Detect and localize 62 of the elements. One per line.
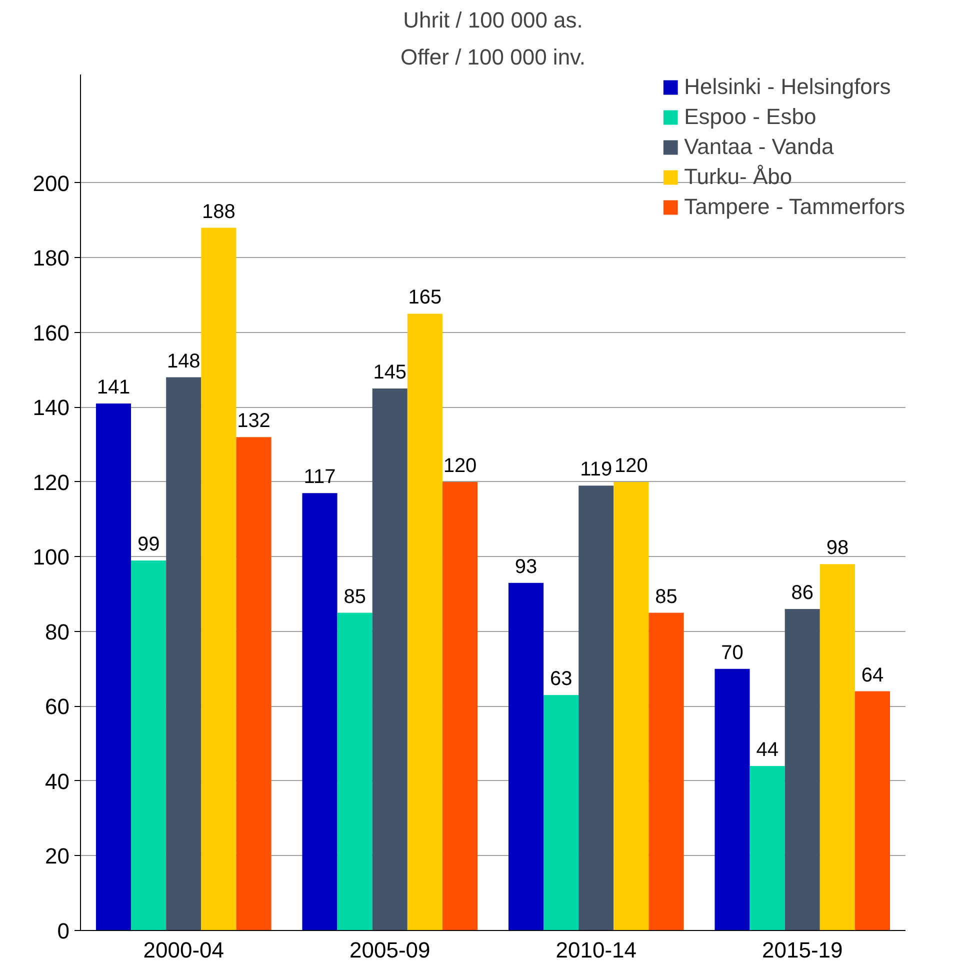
- bar: [131, 560, 166, 930]
- data-label: 64: [861, 664, 884, 686]
- y-tick-label: 60: [45, 694, 70, 720]
- data-label: 63: [550, 668, 572, 690]
- bar: [201, 228, 236, 930]
- data-label: 85: [655, 586, 678, 608]
- bar: [714, 668, 750, 930]
- legend-label: Turku- Åbo: [684, 164, 792, 190]
- data-label: 188: [202, 200, 236, 223]
- x-tick-label: 2000-04: [143, 938, 224, 962]
- y-tick-label: 140: [32, 395, 70, 420]
- bar: [302, 493, 338, 930]
- y-tick-label: 120: [32, 470, 70, 495]
- data-label: 117: [304, 466, 336, 488]
- bar: [236, 437, 272, 930]
- bar: [750, 766, 785, 930]
- bar: [544, 695, 579, 930]
- chart-subtitle: Offer / 100 000 inv.: [400, 44, 586, 70]
- bar: [614, 482, 649, 930]
- data-label: 86: [791, 582, 814, 604]
- bar: [337, 612, 372, 930]
- bar: [648, 612, 684, 930]
- y-tick-label: 40: [45, 768, 70, 794]
- y-tick-label: 0: [57, 918, 70, 944]
- bar: [578, 486, 614, 930]
- y-tick-label: 20: [45, 844, 70, 869]
- data-label: 70: [721, 642, 744, 664]
- data-label: 145: [373, 361, 407, 384]
- bar: [508, 582, 544, 930]
- data-label: 132: [237, 410, 270, 432]
- bar: [372, 388, 408, 930]
- x-tick-label: 2010-14: [556, 938, 637, 962]
- y-tick-label: 180: [32, 246, 70, 271]
- data-label: 120: [614, 454, 648, 477]
- bar: [166, 377, 202, 930]
- y-tick-label: 100: [32, 544, 70, 570]
- legend-label: Helsinki - Helsingfors: [684, 74, 891, 100]
- data-label: 85: [344, 586, 366, 608]
- data-label: 120: [443, 454, 477, 477]
- bar: [442, 482, 478, 930]
- data-label: 98: [826, 537, 849, 560]
- legend-label: Espoo - Esbo: [684, 104, 816, 130]
- bar: [820, 564, 855, 930]
- y-tick-label: 200: [32, 170, 70, 196]
- bar: [96, 403, 132, 930]
- x-tick-label: 2015-19: [762, 938, 843, 962]
- legend-label: Tampere - Tammerfors: [684, 194, 905, 220]
- data-label: 165: [408, 286, 442, 309]
- bar: [784, 609, 820, 930]
- data-label: 119: [580, 458, 612, 481]
- y-tick-label: 80: [45, 619, 70, 644]
- chart-title: Uhrit / 100 000 as.: [403, 8, 583, 32]
- data-label: 141: [96, 376, 130, 398]
- x-tick-label: 2005-09: [350, 938, 430, 962]
- data-label: 99: [137, 533, 160, 556]
- data-label: 93: [514, 556, 538, 578]
- y-tick-label: 160: [32, 320, 70, 346]
- bar: [407, 314, 442, 930]
- data-label: 148: [166, 350, 200, 372]
- legend-label: Vantaa - Vanda: [684, 134, 834, 160]
- data-label: 44: [756, 739, 778, 762]
- bar: [854, 691, 890, 930]
